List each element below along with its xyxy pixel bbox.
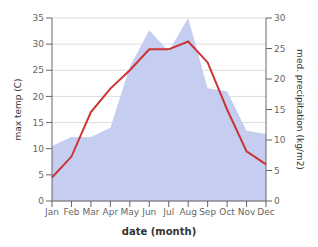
- svg-text:Dec: Dec: [257, 207, 274, 217]
- svg-text:Mar: Mar: [82, 207, 99, 217]
- svg-text:20: 20: [274, 74, 286, 84]
- svg-text:30: 30: [33, 39, 45, 49]
- svg-text:25: 25: [274, 44, 285, 54]
- svg-text:20: 20: [33, 92, 45, 102]
- svg-text:25: 25: [33, 65, 44, 75]
- svg-text:15: 15: [274, 105, 285, 115]
- svg-text:Sep: Sep: [199, 207, 216, 217]
- svg-text:0: 0: [38, 196, 44, 206]
- svg-text:Apr: Apr: [103, 207, 119, 217]
- svg-text:10: 10: [274, 135, 286, 145]
- svg-text:Oct: Oct: [219, 207, 235, 217]
- svg-text:5: 5: [38, 170, 44, 180]
- svg-text:5: 5: [274, 166, 280, 176]
- svg-text:Jan: Jan: [44, 207, 59, 217]
- svg-text:max temp (C): max temp (C): [13, 78, 23, 140]
- svg-text:date (month): date (month): [122, 226, 196, 237]
- svg-text:Aug: Aug: [179, 207, 197, 217]
- svg-text:0: 0: [274, 196, 280, 206]
- svg-text:Jul: Jul: [162, 207, 174, 217]
- svg-text:med. precipitation (kg/m2): med. precipitation (kg/m2): [295, 49, 305, 170]
- svg-text:May: May: [121, 207, 140, 217]
- svg-text:10: 10: [33, 144, 45, 154]
- svg-text:15: 15: [33, 118, 44, 128]
- svg-text:Nov: Nov: [238, 207, 256, 217]
- svg-text:Jun: Jun: [141, 207, 156, 217]
- svg-text:Feb: Feb: [63, 207, 79, 217]
- svg-text:30: 30: [274, 13, 286, 23]
- svg-text:35: 35: [33, 13, 44, 23]
